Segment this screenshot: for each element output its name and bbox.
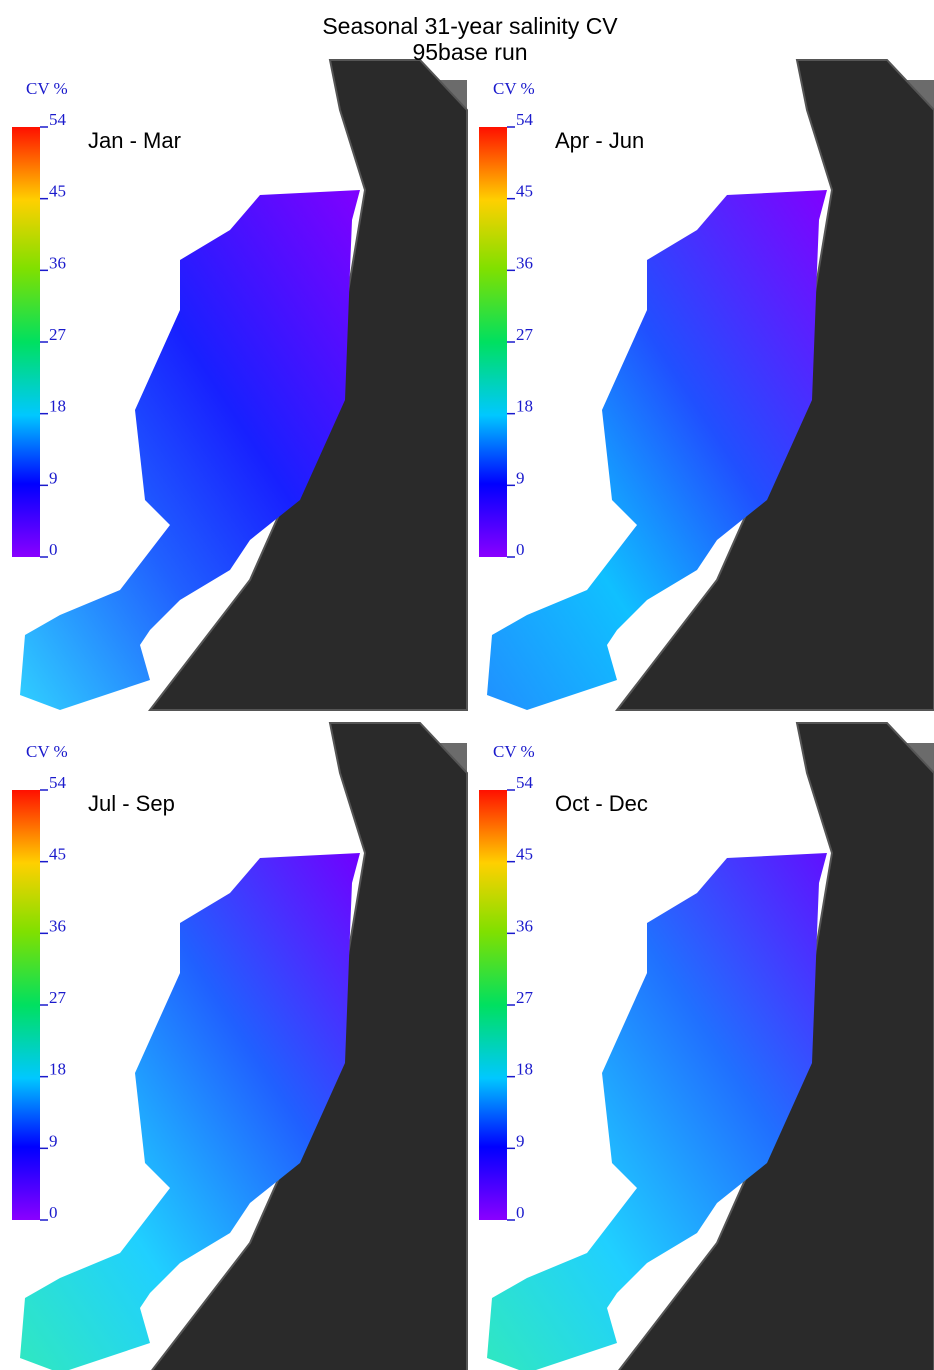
season-label: Oct - Dec [555,791,648,816]
colorbar-tick-label: 54 [516,110,534,129]
colorbar-tick-label: 0 [49,1203,58,1222]
colorbar-title: CV % [493,742,535,761]
colorbar-title: CV % [493,79,535,98]
colorbar-tick-label: 9 [516,468,525,487]
figure-title: Seasonal 31-year salinity CV [322,13,618,39]
panels: Jan - Mar CV % 0 9 18 27 36 45 54 Apr - Jun CV % 0 9… [12,59,934,1370]
water-field [487,853,827,1370]
water-field [487,190,827,710]
colorbar-tick-label: 0 [516,540,525,559]
season-label: Jan - Mar [88,128,181,153]
map-panel: Apr - Jun CV % 0 9 18 27 36 45 54 [479,59,934,711]
colorbar-tick-label: 27 [49,988,67,1007]
colorbar-tick-label: 0 [49,540,58,559]
land [151,722,468,1370]
colorbar-tick-label: 27 [516,988,534,1007]
water-field [20,190,360,710]
colorbar-tick-label: 27 [49,325,67,344]
colorbar-tick-label: 18 [49,1060,66,1079]
land [147,59,468,711]
season-label: Jul - Sep [88,791,175,816]
colorbar-tick-label: 36 [516,916,533,935]
land [618,722,934,1370]
colorbar-tick-label: 0 [516,1203,525,1222]
land [614,59,934,711]
colorbar-tick-label: 18 [516,1060,533,1079]
map-panel: Jan - Mar CV % 0 9 18 27 36 45 54 [12,59,468,711]
colorbar-title: CV % [26,742,68,761]
map-panel: Jul - Sep CV % 0 9 18 27 36 45 54 [12,722,468,1370]
colorbar [12,127,40,557]
colorbar-tick-label: 9 [49,468,58,487]
colorbar-tick-label: 54 [516,773,534,792]
colorbar [479,790,507,1220]
colorbar-tick-label: 9 [49,1131,58,1150]
colorbar-tick-label: 36 [49,253,66,272]
colorbar-tick-label: 45 [516,182,533,201]
colorbar-tick-label: 9 [516,1131,525,1150]
colorbar-tick-label: 36 [49,916,66,935]
water-field [20,853,360,1370]
colorbar-tick-label: 18 [49,397,66,416]
colorbar-tick-label: 45 [49,182,66,201]
colorbar-tick-label: 27 [516,325,534,344]
colorbar-tick-label: 54 [49,110,67,129]
colorbar-tick-label: 36 [516,253,533,272]
colorbar-tick-label: 45 [516,845,533,864]
colorbar [479,127,507,557]
figure-subtitle: 95base run [412,39,527,65]
colorbar-title: CV % [26,79,68,98]
colorbar-tick-label: 45 [49,845,66,864]
colorbar-tick-label: 54 [49,773,67,792]
season-label: Apr - Jun [555,128,644,153]
colorbar [12,790,40,1220]
map-panel: Oct - Dec CV % 0 9 18 27 36 45 54 [479,722,934,1370]
colorbar-tick-label: 18 [516,397,533,416]
